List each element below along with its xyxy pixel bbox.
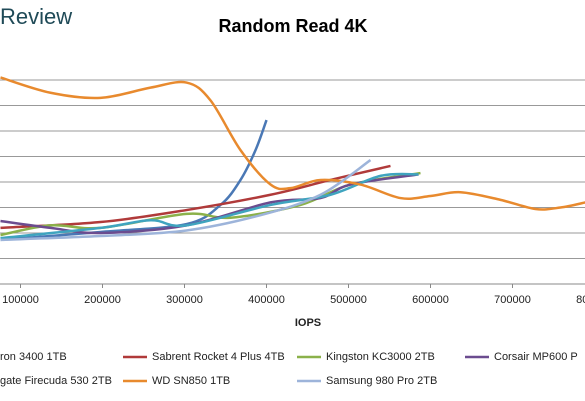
x-tick-label: 600000	[412, 294, 449, 306]
series-line	[0, 164, 391, 230]
legend-label: WD SN850 1TB	[152, 375, 230, 387]
x-tick-label: 400000	[248, 294, 285, 306]
x-axis-label: IOPS	[295, 317, 321, 329]
x-tick-label: 500000	[330, 294, 367, 306]
legend-label: Kingston KC3000 2TB	[326, 351, 435, 363]
series-line	[0, 172, 419, 240]
series-line	[0, 76, 585, 211]
chart-title: Random Read 4K	[218, 16, 367, 36]
legend-label: Samsung 980 Pro 2TB	[326, 375, 437, 387]
x-tick-label: 800000	[576, 294, 585, 306]
legend-label: Sabrent Rocket 4 Plus 4TB	[152, 351, 285, 363]
x-tick-label: 100000	[2, 294, 39, 306]
x-tick-label: 200000	[84, 294, 121, 306]
legend-label: Corsair MP600 P	[494, 351, 578, 363]
series-line	[0, 159, 372, 242]
legend-label: gate Firecuda 530 2TB	[0, 375, 112, 387]
x-tick-label: 700000	[494, 294, 531, 306]
legend-label: ron 3400 1TB	[0, 351, 67, 363]
x-tick-label: 300000	[166, 294, 203, 306]
brand: Review	[0, 4, 72, 29]
